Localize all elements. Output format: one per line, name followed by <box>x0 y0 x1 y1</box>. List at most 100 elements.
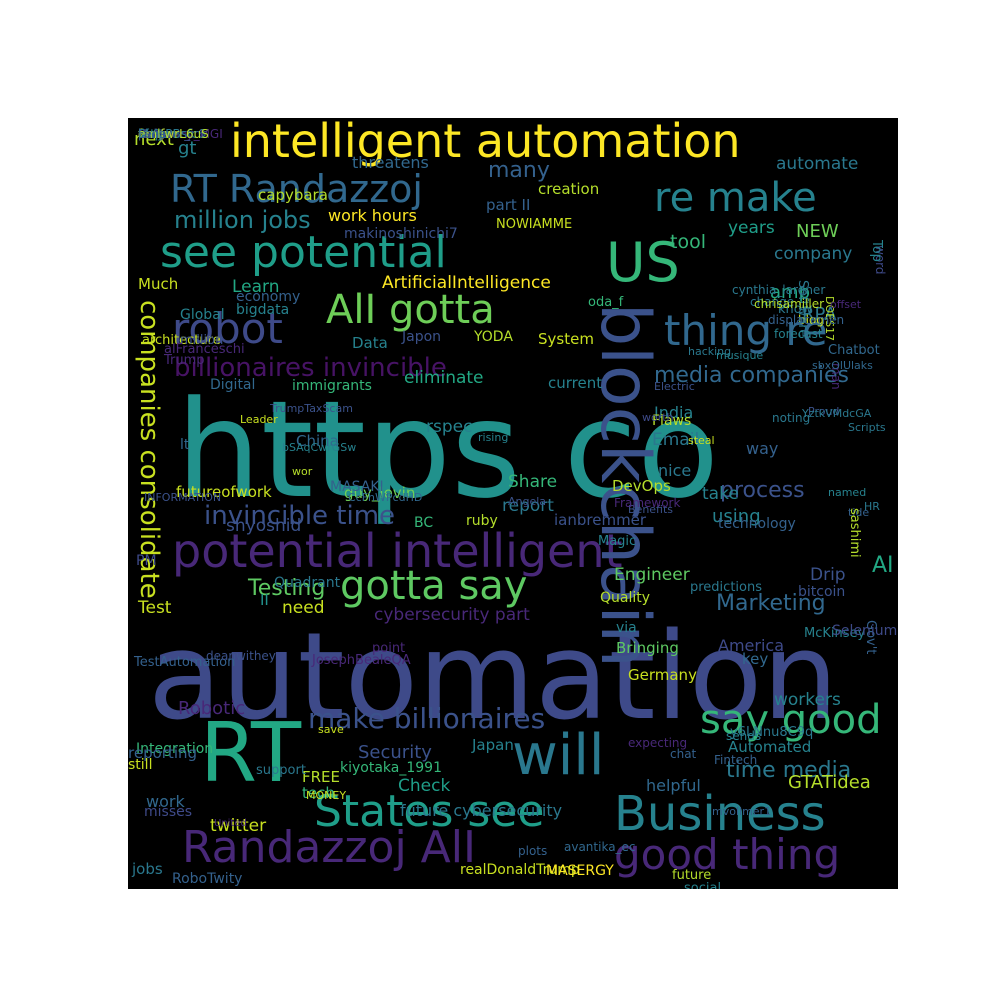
cloud-word: PM <box>136 553 157 569</box>
cloud-word: social <box>684 881 722 889</box>
cloud-word: MASAKI <box>330 479 384 495</box>
cloud-word: need <box>282 598 325 618</box>
cloud-word: threatens <box>352 153 429 172</box>
cloud-word: predictions <box>690 580 762 595</box>
cloud-word: report <box>502 496 554 516</box>
cloud-word: Learn <box>232 277 280 297</box>
cloud-word: YODA <box>474 329 513 345</box>
cloud-word: States see <box>314 786 545 837</box>
cloud-word: ArtificialIntelligence <box>382 273 551 293</box>
cloud-word: MONEY <box>306 789 347 802</box>
cloud-word: amp <box>770 282 810 303</box>
cloud-word: BC <box>414 515 434 531</box>
cloud-word: https <box>138 127 169 141</box>
cloud-word: years <box>728 218 775 238</box>
cloud-word: good thing <box>614 830 841 879</box>
cloud-word: automate <box>776 154 859 174</box>
cloud-word: sbxOlUlaks <box>812 359 873 372</box>
cloud-word: JosephBealeQA <box>312 653 411 668</box>
cloud-word: America <box>718 636 784 655</box>
cloud-word: helpful <box>646 776 701 795</box>
cloud-word: bitcoin <box>798 584 846 600</box>
cloud-word: Benefits <box>628 503 674 516</box>
cloud-word: using <box>712 506 761 527</box>
cloud-word: sashimi <box>847 508 862 558</box>
cloud-word: plots <box>518 844 548 858</box>
cloud-word: Email <box>652 430 700 450</box>
cloud-word: chrisamiller <box>754 297 825 311</box>
cloud-word: chat <box>670 747 697 761</box>
cloud-word: Digital <box>210 377 256 393</box>
cloud-word: Angela <box>508 495 547 508</box>
cloud-word: Test <box>138 598 172 618</box>
cloud-word: rising <box>478 431 509 444</box>
cloud-word: State <box>138 127 170 141</box>
cloud-word: MASERGY <box>546 863 614 879</box>
cloud-word: make billionaires <box>308 702 546 735</box>
cloud-word: Electric <box>654 380 695 393</box>
cloud-word: YztkVMdcGA <box>802 407 872 420</box>
cloud-word: Business <box>614 786 826 842</box>
cloud-word: via <box>616 620 637 636</box>
cloud-word: process <box>720 478 805 503</box>
cloud-word: Magic <box>598 534 637 549</box>
cloud-word: next <box>134 129 174 150</box>
cloud-word: tide <box>848 506 870 519</box>
cloud-word: work <box>146 792 185 811</box>
cloud-word: TestAutomation <box>134 655 236 670</box>
cloud-word: https co <box>176 372 720 528</box>
cloud-word: Gov't <box>863 620 878 655</box>
cloud-word: China <box>296 432 339 450</box>
cloud-word: save <box>318 723 344 736</box>
cloud-word: realDonaldTrump <box>460 862 580 878</box>
cloud-word: sends <box>726 729 762 743</box>
cloud-word: expecting <box>628 736 688 750</box>
cloud-word: re make <box>654 175 817 221</box>
cloud-word: makinoshinichi7 <box>344 226 458 242</box>
cloud-word: ianbremmer <box>554 511 647 529</box>
cloud-word: see potential <box>160 227 447 278</box>
cloud-word: worth <box>642 411 674 424</box>
cloud-word: Flaws <box>652 413 692 429</box>
cloud-word: DevOps <box>612 477 671 495</box>
cloud-word: time media <box>726 758 852 783</box>
cloud-word: automation <box>148 608 839 747</box>
cloud-word: thing re <box>664 306 828 355</box>
word-cloud: https co automation potential intelligent i… <box>128 118 898 889</box>
cloud-word: Chatbot <box>828 343 880 358</box>
cloud-word: RoboTwity <box>172 871 243 887</box>
cloud-word: ruby <box>466 513 498 529</box>
cloud-word: force <box>138 127 169 141</box>
cloud-word: oda_f <box>588 295 624 310</box>
cloud-word: wor <box>292 465 313 478</box>
cloud-word: II <box>260 591 269 609</box>
cloud-word: company <box>774 244 853 264</box>
cloud-word: emlfwrL6uS <box>138 127 209 141</box>
cloud-word: gotta say <box>340 563 528 609</box>
cloud-word: TrumpTaxScam <box>270 402 353 415</box>
cloud-word: guy_levin <box>344 484 416 502</box>
cloud-word: RT Randazzoj <box>170 167 423 211</box>
cloud-word: Data <box>352 334 388 352</box>
cloud-word: US <box>606 231 680 294</box>
cloud-word: NOWIAMME <box>496 217 573 232</box>
cloud-word: musique <box>716 349 764 362</box>
cloud-word: kiyotaka_1991 <box>340 760 442 776</box>
cloud-word: blockchain <box>585 303 664 668</box>
cloud-word: intelligent automation <box>230 118 741 168</box>
cloud-word: many <box>488 158 550 183</box>
cloud-word: misses <box>144 804 193 820</box>
cloud-word: Integration <box>136 741 214 757</box>
cloud-word: GTATidea <box>788 772 871 793</box>
cloud-word: cynthia_lardner <box>732 283 826 297</box>
cloud-word: INFORMATION <box>144 491 222 504</box>
cloud-word: cybersecurity part <box>374 605 530 625</box>
cloud-word: Baker <box>138 127 173 141</box>
cloud-word: future cybersecurity <box>400 801 563 820</box>
cloud-word: reporting <box>128 744 198 762</box>
cloud-word: Share <box>508 472 558 492</box>
cloud-word: Much <box>138 275 179 293</box>
cloud-word: Japon <box>402 329 442 345</box>
cloud-word: easy <box>138 127 167 141</box>
cloud-word: Japan <box>472 736 514 754</box>
